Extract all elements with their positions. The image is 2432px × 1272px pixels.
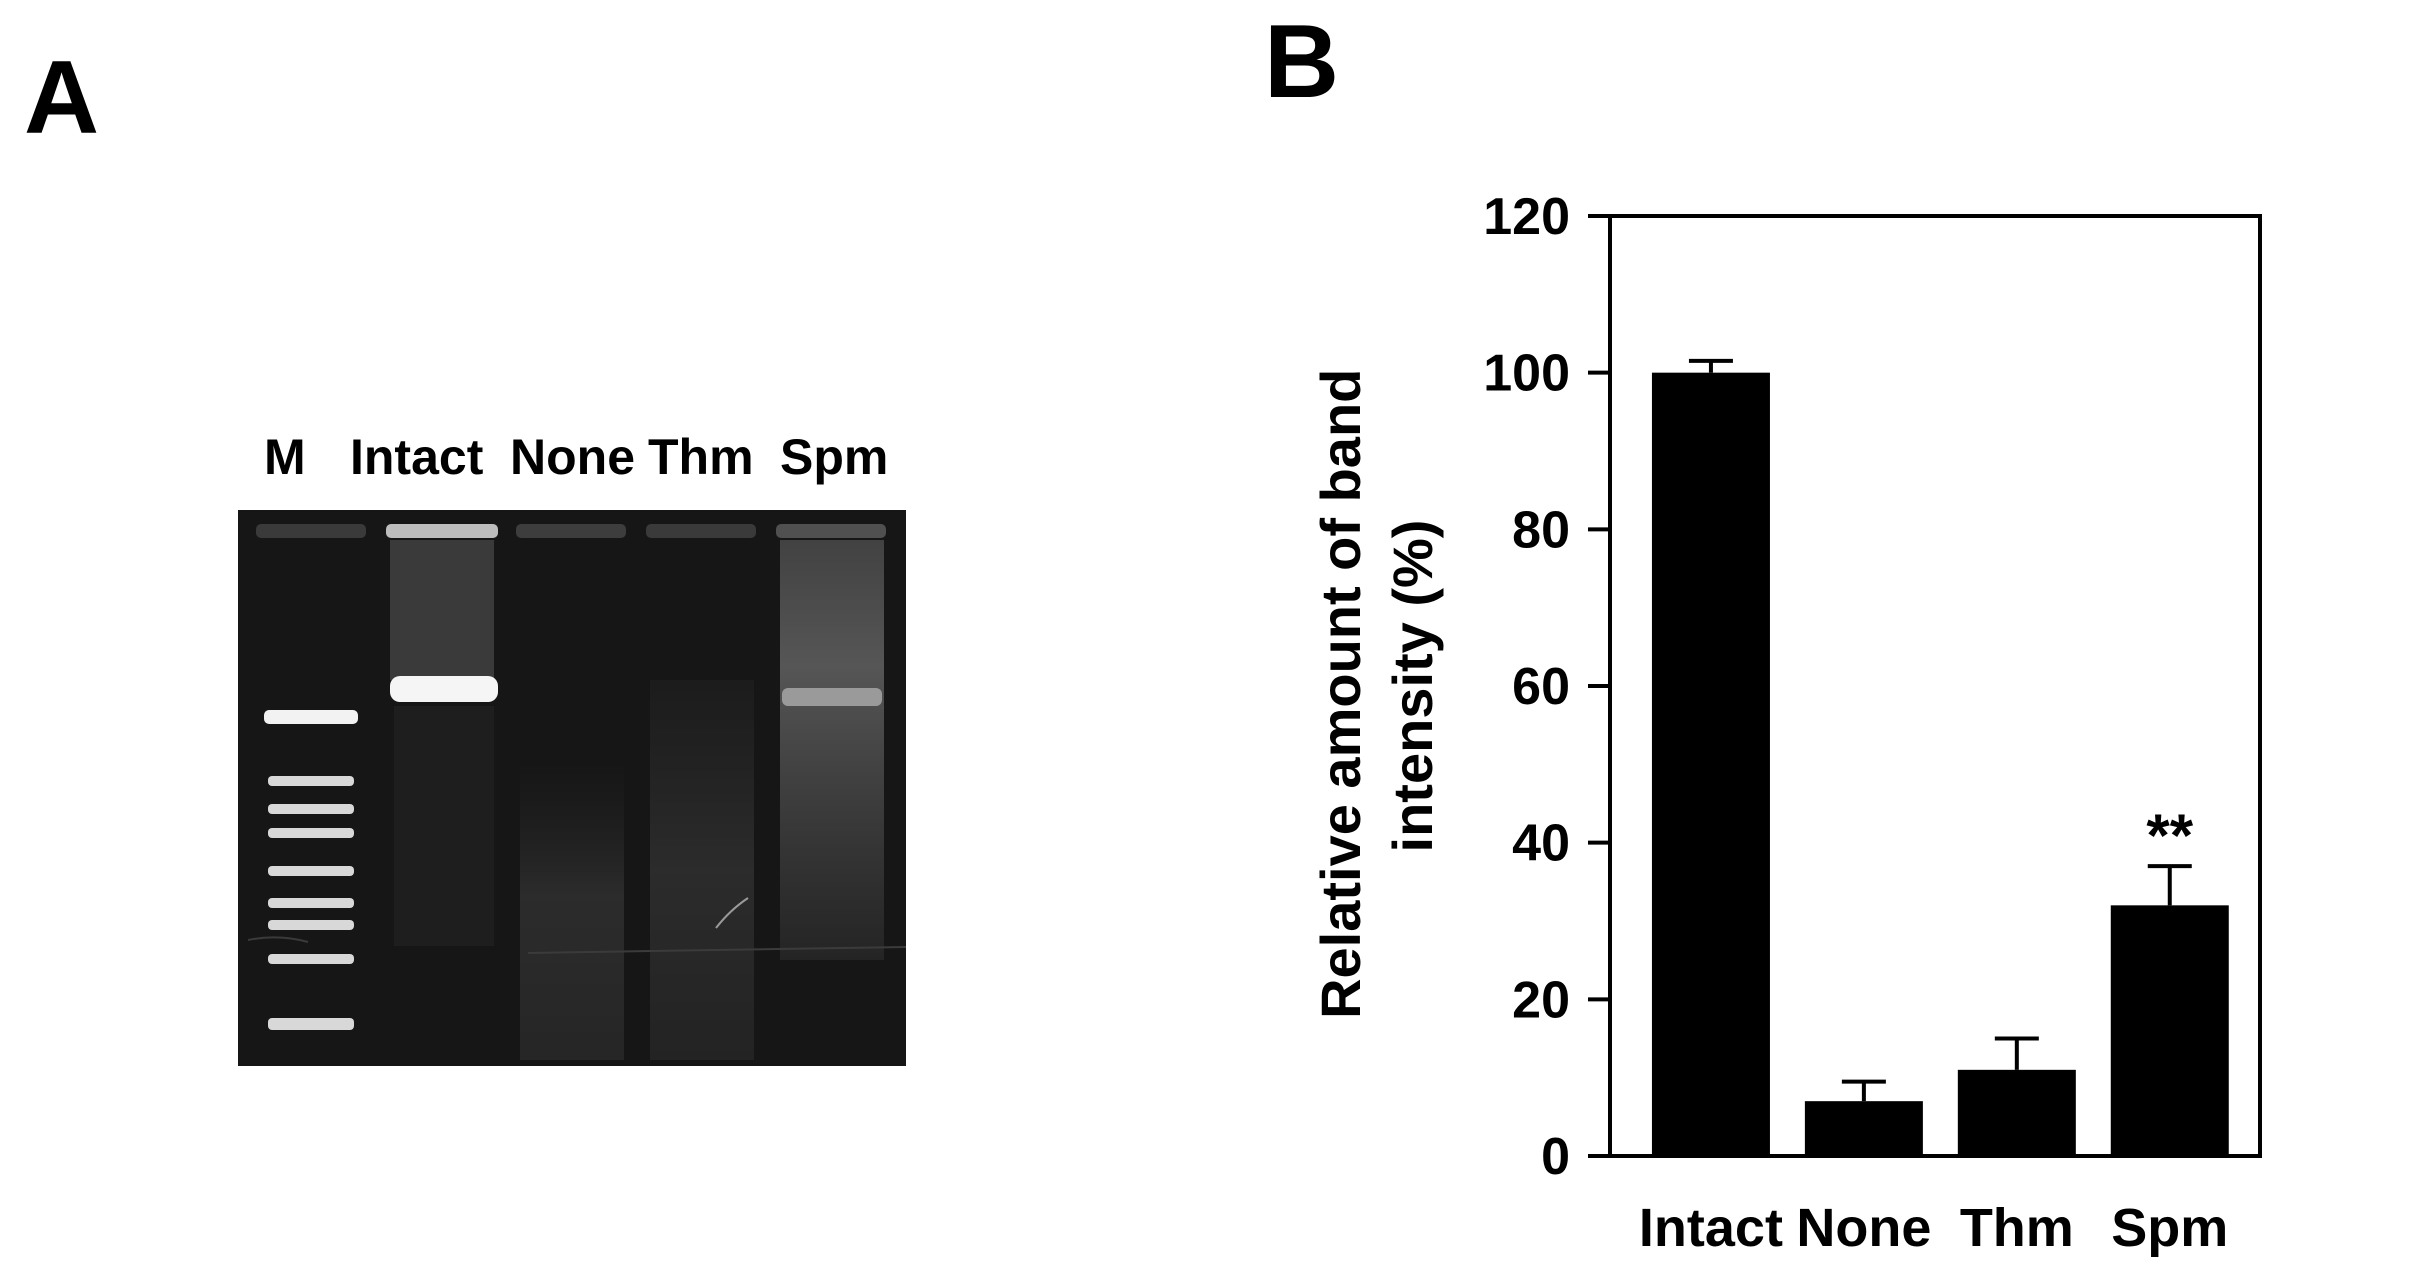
panel-a-letter: A <box>24 40 100 156</box>
gel-spm-band <box>782 688 882 706</box>
x-tick-label-none: None <box>1796 1198 1931 1258</box>
y-axis-label: Relative amount of band intensity (%) <box>1309 353 1444 1019</box>
gel-spm-smear <box>780 540 884 960</box>
y-tick-label: 80 <box>1512 501 1570 559</box>
bar-none <box>1804 1101 1923 1156</box>
gel-thm-smear <box>650 680 754 1060</box>
gel-intact-smear <box>390 540 494 680</box>
bar-spm <box>2110 905 2229 1156</box>
lane-label-thm: Thm <box>648 429 754 485</box>
bars: ** <box>1651 358 2229 1157</box>
gel-none-smear <box>520 760 624 1060</box>
x-tick-label-spm: Spm <box>2111 1198 2228 1258</box>
panel-b-letter: B <box>1264 4 1340 120</box>
x-axis: Intact None Thm Spm <box>1639 1198 2228 1258</box>
y-tick-label: 40 <box>1512 815 1570 873</box>
y-axis-label-line-1: Relative amount of band <box>1309 369 1372 1019</box>
bar-intact <box>1651 372 1770 1157</box>
gel-well <box>256 524 366 538</box>
y-tick-label: 0 <box>1541 1128 1570 1186</box>
lane-label-spm: Spm <box>780 429 889 485</box>
gel-well <box>386 524 498 538</box>
x-tick-label-thm: Thm <box>1960 1198 2074 1258</box>
y-tick-label: 120 <box>1483 188 1570 246</box>
y-tick-label: 20 <box>1512 971 1570 1029</box>
gel-well <box>646 524 756 538</box>
y-tick-label: 60 <box>1512 658 1570 716</box>
x-tick-label-intact: Intact <box>1639 1198 1783 1258</box>
gel-well <box>516 524 626 538</box>
gel-image <box>238 510 906 1066</box>
gel-ladder <box>264 710 358 1030</box>
gel-intact-band <box>390 676 498 702</box>
lane-label-m: M <box>264 429 306 485</box>
y-tick-label: 100 <box>1483 345 1570 403</box>
y-axis-label-line-2: intensity (%) <box>1381 520 1444 853</box>
gel-well <box>776 524 886 538</box>
lane-label-intact: Intact <box>350 429 484 485</box>
bar-thm <box>1957 1069 2076 1156</box>
significance-annotation: ** <box>2146 802 2193 869</box>
lane-label-none: None <box>510 429 635 485</box>
y-axis: 0 20 40 60 80 100 120 <box>1483 188 1610 1186</box>
